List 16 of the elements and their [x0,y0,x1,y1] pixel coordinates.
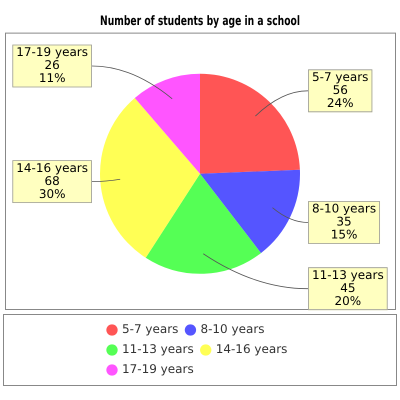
legend-label: 5-7 years [122,322,178,336]
legend-label: 8-10 years [200,322,265,336]
slice-label: 17-19 years [16,45,88,60]
data-label: 26 11% [38,58,66,86]
data-label: 68 30% [38,174,66,201]
legend-label: 14-16 years [216,342,288,356]
legend-label: 17-19 years [122,362,194,376]
slice-label: 14-16 years [16,160,88,175]
slice-label: 8-10 years [312,202,376,216]
data-label: 56 24% [326,82,354,110]
slice-label: 5-7 years [312,70,368,84]
data-label: 45 20% [334,280,362,308]
slice-label: 11-13 years [312,268,384,282]
chart-title: Number of students by age in a school [100,14,300,29]
legend-label: 11-13 years [122,342,194,356]
data-label: 35 15% [330,214,358,242]
